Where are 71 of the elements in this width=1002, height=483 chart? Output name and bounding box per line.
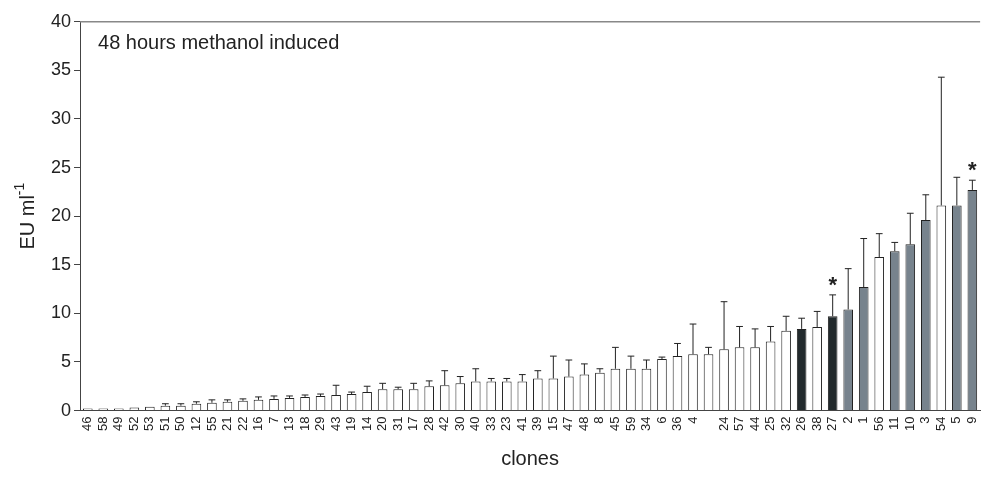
x-tick-label: 13 [281,416,297,432]
x-tick-label: 18 [296,416,312,432]
x-tick-label: 58 [94,416,110,432]
x-tick-label: 20 [374,416,390,432]
x-tick-label: 12 [187,416,203,432]
y-tick-label: 20 [50,205,72,226]
x-tick-label: 54 [932,416,948,432]
x-tick-label: 27 [824,416,840,432]
x-tick-label: 36 [669,416,685,432]
x-tick-label: 43 [327,416,343,432]
y-tick-label: 10 [50,302,72,323]
x-tick-label: 10 [901,416,917,432]
x-tick-label: 16 [250,416,266,432]
x-tick-label: 29 [312,416,328,432]
x-tick-label: 6 [653,416,669,424]
y-axis-title: EU ml-1 [10,182,38,250]
x-tick-label: 5 [948,416,964,424]
annotation: * [968,157,978,183]
x-tick-label: 8 [591,416,607,424]
x-tick-label: 42 [436,416,452,432]
annotation: 48 hours methanol induced [98,31,340,54]
x-tick-label: 47 [560,416,576,432]
x-tick-label: 38 [808,416,824,432]
y-tick-label: 40 [50,10,72,31]
x-tick-label: 55 [203,416,219,432]
x-tick-label: 25 [762,416,778,432]
x-tick-label: 28 [420,416,436,432]
x-tick-label: 14 [358,416,374,432]
x-tick-label: 21 [219,416,235,432]
y-tick-label: 25 [50,156,72,177]
x-tick-label: 22 [234,416,250,432]
x-tick-label: 56 [870,416,886,432]
x-tick-label: 44 [746,416,762,432]
x-tick-label: 39 [529,416,545,432]
x-tick-label: 24 [715,416,731,432]
x-tick-label: 57 [731,416,747,432]
x-tick-label: 31 [389,416,405,432]
x-tick-label: 11 [886,416,902,431]
x-axis-title: clones [501,446,559,469]
x-tick-label: 50 [172,416,188,432]
x-tick-label: 26 [793,416,809,432]
x-tick-label: 4 [684,416,700,424]
x-tick-label: 9 [963,416,979,424]
x-tick-label: 23 [498,416,514,432]
x-tick-label: 33 [482,416,498,432]
x-tick-label: 7 [265,416,281,424]
x-tick-label: 59 [622,416,638,432]
y-tick-label: 35 [50,59,72,80]
x-tick-label: 2 [839,416,855,424]
x-tick-label: 51 [156,416,172,432]
y-tick-label: 15 [50,253,72,274]
annotation: * [828,271,838,297]
x-tick-label: 1 [855,416,871,424]
x-tick-label: 19 [343,416,359,432]
x-tick-label: 15 [544,416,560,432]
y-tick-label: 30 [50,107,72,128]
x-tick-label: 3 [917,416,933,424]
x-tick-label: 32 [777,416,793,432]
x-tick-label: 40 [467,416,483,432]
x-tick-label: 53 [141,416,157,432]
x-tick-label: 34 [638,416,654,432]
y-tick-label: 5 [61,350,72,371]
x-tick-label: 45 [607,416,622,432]
x-tick-label: 48 [575,416,591,432]
x-tick-label: 52 [125,416,141,432]
x-tick-label: 30 [451,416,467,432]
x-tick-label: 49 [110,416,126,432]
y-tick-label: 0 [61,399,72,420]
x-tick-label: 17 [405,416,421,432]
x-tick-label: 41 [513,416,529,432]
x-tick-label: 46 [79,416,95,432]
